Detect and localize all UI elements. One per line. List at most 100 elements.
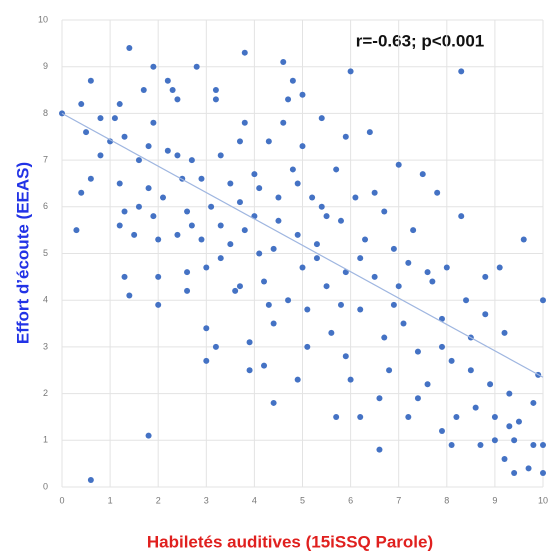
point: [342, 133, 349, 140]
point: [525, 465, 532, 472]
point: [304, 343, 311, 350]
point: [107, 138, 114, 145]
point: [236, 283, 243, 290]
point: [155, 236, 162, 243]
point: [309, 194, 316, 201]
point: [198, 175, 205, 182]
point: [515, 418, 522, 425]
point: [395, 161, 402, 168]
point: [217, 255, 224, 262]
point: [116, 222, 123, 229]
point: [414, 395, 421, 402]
point: [347, 68, 354, 75]
point: [203, 325, 210, 332]
x-tick-label: 0: [59, 495, 64, 505]
point: [164, 147, 171, 154]
point: [448, 441, 455, 448]
point: [121, 208, 128, 215]
point: [414, 348, 421, 355]
trend-line: [61, 112, 544, 378]
point: [323, 283, 330, 290]
point: [280, 119, 287, 126]
y-tick-label: 9: [43, 61, 48, 71]
point: [463, 297, 470, 304]
point: [376, 395, 383, 402]
point: [184, 269, 191, 276]
point: [318, 115, 325, 122]
point: [438, 343, 445, 350]
point: [530, 441, 537, 448]
y-tick-label: 6: [43, 201, 48, 211]
point: [241, 49, 248, 56]
point: [251, 171, 258, 178]
point: [184, 208, 191, 215]
point: [212, 87, 219, 94]
point: [285, 297, 292, 304]
point: [174, 152, 181, 159]
point: [304, 306, 311, 313]
point: [429, 278, 436, 285]
point: [299, 264, 306, 271]
y-axis-title: Effort d’écoute (EEAS): [13, 162, 32, 344]
point: [337, 217, 344, 224]
point: [87, 476, 94, 483]
point: [294, 231, 301, 238]
point: [261, 278, 268, 285]
point: [477, 441, 484, 448]
point: [453, 413, 460, 420]
point: [135, 157, 142, 164]
point: [232, 287, 239, 294]
point: [371, 189, 378, 196]
point: [487, 381, 494, 388]
point: [188, 222, 195, 229]
point: [270, 320, 277, 327]
point: [270, 245, 277, 252]
point: [285, 96, 292, 103]
point: [313, 255, 320, 262]
point: [347, 376, 354, 383]
point: [87, 77, 94, 84]
point: [198, 236, 205, 243]
point: [236, 138, 243, 145]
point: [97, 152, 104, 159]
y-tick-label: 4: [43, 295, 48, 305]
point: [140, 87, 147, 94]
point: [155, 273, 162, 280]
point: [150, 119, 157, 126]
x-tick-label: 8: [444, 495, 449, 505]
point: [145, 143, 152, 150]
point: [150, 63, 157, 70]
y-tick-label: 7: [43, 154, 48, 164]
point: [256, 250, 263, 257]
point: [275, 194, 282, 201]
point: [506, 390, 513, 397]
point: [381, 208, 388, 215]
point: [458, 68, 465, 75]
point: [540, 441, 546, 448]
point: [419, 171, 426, 178]
point: [289, 166, 296, 173]
x-tick-label: 9: [492, 495, 497, 505]
point: [328, 329, 335, 336]
point: [390, 245, 397, 252]
annotation: r=-0.63; p<0.001: [356, 31, 485, 50]
y-tick-label: 3: [43, 341, 48, 351]
point: [241, 119, 248, 126]
point: [203, 357, 210, 364]
point: [299, 91, 306, 98]
point: [78, 101, 85, 108]
x-tick-label: 4: [252, 495, 257, 505]
point: [511, 469, 518, 476]
point: [438, 427, 445, 434]
point: [323, 213, 330, 220]
point: [434, 189, 441, 196]
y-tick-label: 1: [43, 435, 48, 445]
point: [357, 255, 364, 262]
x-axis-title: Habiletés auditives (15iSSQ Parole): [147, 532, 433, 551]
point: [390, 301, 397, 308]
point: [212, 96, 219, 103]
point: [155, 301, 162, 308]
point: [184, 287, 191, 294]
point: [160, 194, 167, 201]
x-tick-label: 2: [156, 495, 161, 505]
